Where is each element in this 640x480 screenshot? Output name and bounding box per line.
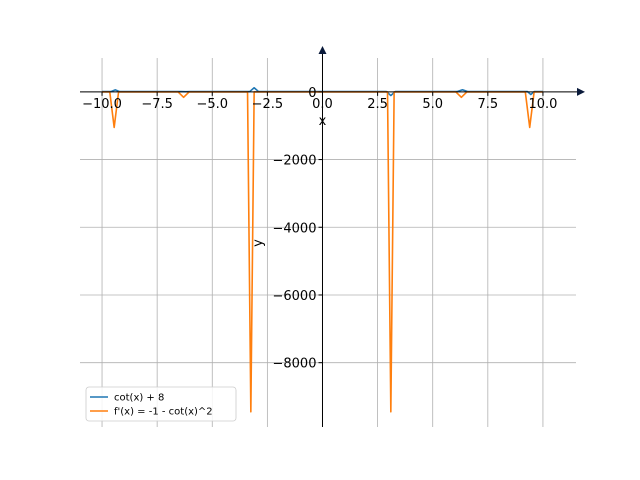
- x-tick-label: 0.0: [312, 97, 333, 112]
- legend-label-derivative: f'(x) = -1 - cot(x)^2: [114, 407, 213, 418]
- x-tick-label: 7.5: [477, 97, 498, 112]
- x-tick-label: −7.5: [141, 97, 173, 112]
- legend: cot(x) + 8 f'(x) = -1 - cot(x)^2: [85, 386, 237, 422]
- y-axis-arrow-icon: [318, 46, 327, 54]
- x-axis-arrow-icon: [577, 87, 585, 96]
- y-tick-label: −8000: [273, 357, 317, 372]
- x-tick-label: 5.0: [422, 97, 443, 112]
- x-axis-label: x: [319, 114, 327, 129]
- x-tick-label: 10.0: [528, 97, 557, 112]
- x-tick-label: −5.0: [196, 97, 228, 112]
- x-tick-label: −10.0: [82, 97, 122, 112]
- x-tick-label: 2.5: [367, 97, 388, 112]
- y-tick-label: −4000: [273, 221, 317, 236]
- y-tick-label: 0: [308, 86, 316, 101]
- legend-label-cot: cot(x) + 8: [114, 393, 164, 404]
- x-tick-label: −2.5: [252, 97, 284, 112]
- y-tick-label: −6000: [273, 289, 317, 304]
- y-axis-label: y: [251, 239, 266, 247]
- grid-lines: [80, 58, 576, 427]
- legend-frame: [85, 386, 237, 422]
- tick-labels: −10.0 −7.5 −5.0 −2.5 0.0 2.5 5.0 7.5 10.0 0 −2000 −…: [82, 86, 557, 372]
- axes: [80, 46, 585, 427]
- y-tick-label: −2000: [273, 154, 317, 169]
